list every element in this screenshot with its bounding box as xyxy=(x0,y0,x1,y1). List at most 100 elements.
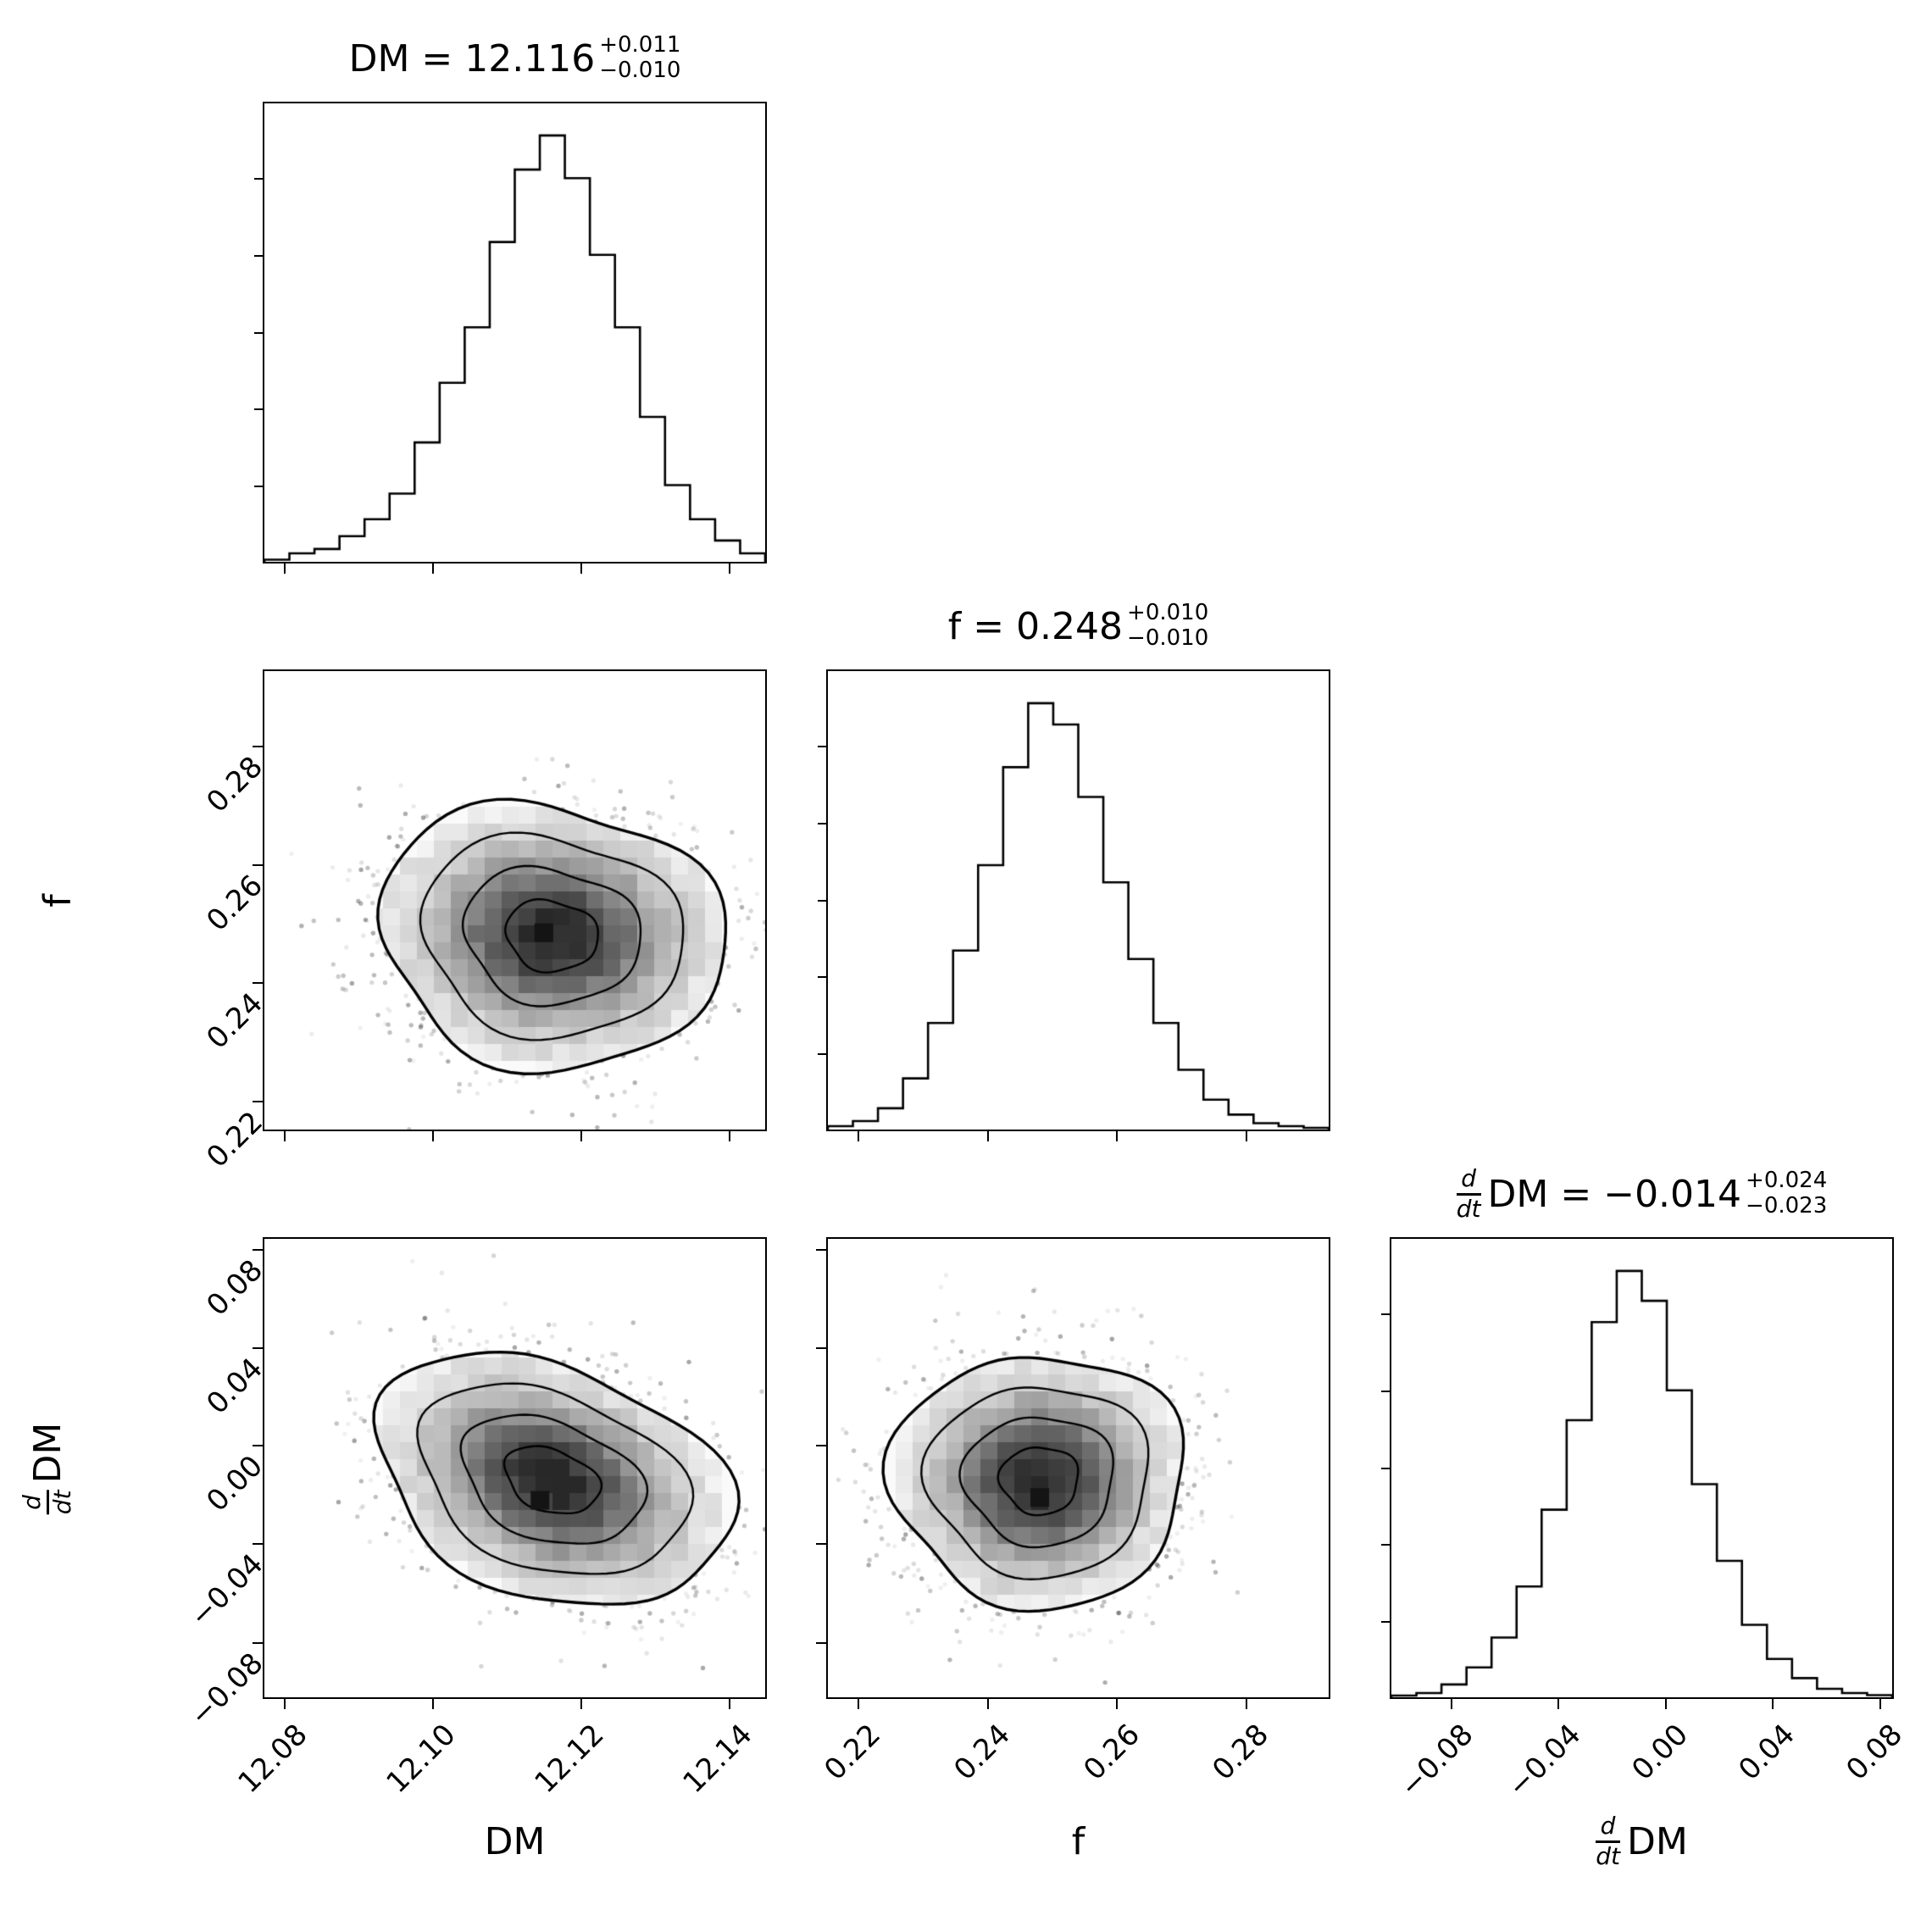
y-tick-label: 0.04 xyxy=(200,1351,270,1421)
y-minor-tick-mark xyxy=(818,899,826,902)
x-tick-label: 12.12 xyxy=(528,1718,611,1801)
y-minor-tick-mark xyxy=(1381,1621,1390,1624)
plot-canvas xyxy=(264,671,765,1130)
y-tick-mark xyxy=(253,1248,263,1251)
x-axis-label-dDMdt: d dt DM xyxy=(1390,1814,1894,1868)
err-plus: +0.011 xyxy=(599,32,681,58)
plot-canvas xyxy=(264,103,765,562)
x-tick-mark xyxy=(432,564,435,574)
x-tick-label: 0.08 xyxy=(1840,1718,1910,1787)
err-plus: +0.024 xyxy=(1746,1168,1828,1194)
plot-canvas xyxy=(828,1239,1329,1697)
y-tick-label: 0.24 xyxy=(200,986,270,1056)
fraction-numerator: d xyxy=(1600,1812,1616,1840)
err-plus: +0.010 xyxy=(1127,600,1209,626)
y-minor-tick-mark xyxy=(818,822,826,824)
x-tick-label: 0.28 xyxy=(1206,1718,1275,1787)
title-uncertainty: +0.010 −0.010 xyxy=(1127,600,1209,652)
fraction-numerator: d xyxy=(18,1494,46,1510)
x-tick-mark xyxy=(986,1699,989,1709)
fraction-denominator: dt xyxy=(1596,1842,1620,1870)
x-tick-mark xyxy=(284,1699,286,1709)
fraction-numerator: d xyxy=(1461,1164,1477,1192)
x-tick-label: 12.10 xyxy=(380,1718,463,1801)
y-tick-label: −0.04 xyxy=(183,1547,270,1635)
plot-canvas xyxy=(828,671,1329,1130)
x-tick-mark xyxy=(1116,1699,1119,1709)
y-minor-tick-mark xyxy=(254,408,263,411)
x-axis-label-DM: DM xyxy=(263,1816,767,1867)
x-tick-mark xyxy=(580,564,583,574)
x-axis-label-text: f xyxy=(1071,1819,1085,1863)
panel-hist-dDMdt xyxy=(1390,1237,1894,1699)
x-tick-mark xyxy=(858,1131,860,1141)
x-tick-label: 0.22 xyxy=(818,1718,888,1787)
y-tick-mark xyxy=(253,1543,263,1546)
panel-hist-f xyxy=(826,669,1330,1131)
y-minor-tick-mark xyxy=(1381,1390,1390,1392)
err-minus: −0.010 xyxy=(599,58,681,83)
title-f: f = 0.248 +0.010 −0.010 xyxy=(826,597,1330,656)
y-minor-tick-mark xyxy=(254,177,263,180)
y-tick-mark xyxy=(253,1641,263,1644)
y-tick-label: 0.26 xyxy=(200,868,270,938)
y-minor-tick-mark xyxy=(1381,1467,1390,1469)
x-tick-mark xyxy=(432,1131,435,1141)
y-tick-label: 0.28 xyxy=(200,750,270,819)
x-tick-mark xyxy=(284,564,286,574)
x-axis-label-text: DM xyxy=(1626,1819,1688,1863)
y-tick-mark xyxy=(253,1346,263,1349)
x-tick-mark xyxy=(728,1131,730,1141)
x-tick-mark xyxy=(580,1131,583,1141)
panel-hist-DM xyxy=(263,102,767,564)
y-minor-tick-mark xyxy=(254,486,263,488)
x-tick-mark xyxy=(1245,1131,1247,1141)
y-tick-mark xyxy=(816,1543,826,1546)
y-minor-tick-mark xyxy=(1381,1313,1390,1315)
fraction-bar xyxy=(1456,1193,1481,1196)
fraction-d-dt: d dt xyxy=(1596,1814,1620,1868)
title-text: f = 0.248 xyxy=(947,604,1124,648)
plot-canvas xyxy=(1391,1239,1892,1697)
x-axis-label-text: DM xyxy=(484,1819,546,1863)
title-text: DM = −0.014 xyxy=(1487,1172,1742,1216)
x-tick-mark xyxy=(986,1131,989,1141)
x-tick-label: −0.04 xyxy=(1501,1718,1588,1804)
x-tick-mark xyxy=(858,1699,860,1709)
y-tick-label: 0.22 xyxy=(200,1105,270,1174)
x-axis-label-f: f xyxy=(826,1816,1330,1867)
x-tick-mark xyxy=(1116,1131,1119,1141)
panel-scatter-DM-f xyxy=(263,669,767,1131)
x-tick-mark xyxy=(284,1131,286,1141)
y-minor-tick-mark xyxy=(254,331,263,334)
y-minor-tick-mark xyxy=(818,976,826,979)
y-axis-label-dDMdt: d dt DM xyxy=(18,1422,76,1514)
x-tick-mark xyxy=(580,1699,583,1709)
y-minor-tick-mark xyxy=(818,745,826,747)
err-minus: −0.023 xyxy=(1746,1193,1828,1219)
x-tick-label: 0.04 xyxy=(1732,1718,1802,1787)
y-minor-tick-mark xyxy=(254,254,263,257)
title-DM: DM = 12.116 +0.011 −0.010 xyxy=(263,29,767,88)
title-uncertainty: +0.024 −0.023 xyxy=(1746,1168,1828,1219)
x-tick-mark xyxy=(1665,1699,1668,1709)
x-tick-mark xyxy=(1772,1699,1774,1709)
x-tick-mark xyxy=(1879,1699,1881,1709)
fraction-denominator: dt xyxy=(1456,1195,1481,1223)
y-tick-mark xyxy=(816,1641,826,1644)
err-minus: −0.010 xyxy=(1127,625,1209,651)
y-tick-mark xyxy=(253,746,263,747)
x-tick-mark xyxy=(1557,1699,1560,1709)
fraction-denominator: dt xyxy=(48,1490,76,1514)
title-text: DM = 12.116 xyxy=(348,36,596,80)
fraction-d-dt: d dt xyxy=(1456,1164,1481,1223)
y-minor-tick-mark xyxy=(1381,1544,1390,1546)
y-tick-mark xyxy=(253,982,263,985)
x-tick-mark xyxy=(1245,1699,1247,1709)
y-tick-mark xyxy=(816,1346,826,1349)
x-tick-label: 0.26 xyxy=(1076,1718,1146,1787)
plot-canvas xyxy=(264,1239,765,1697)
y-tick-mark xyxy=(253,1445,263,1447)
fraction-d-dt: d dt xyxy=(18,1490,76,1514)
